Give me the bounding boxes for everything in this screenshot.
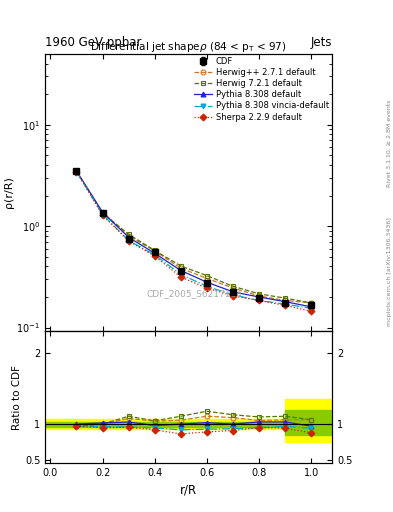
Pythia 8.308 default [204, 279, 209, 285]
Line: Herwig++ 2.7.1 default: Herwig++ 2.7.1 default [74, 169, 314, 305]
Text: Jets: Jets [310, 36, 332, 49]
Herwig 7.2.1 default [231, 283, 235, 289]
Herwig 7.2.1 default [152, 247, 157, 253]
Line: Pythia 8.308 default: Pythia 8.308 default [74, 168, 314, 309]
Pythia 8.308 vincia-default [309, 305, 314, 311]
Sherpa 2.2.9 default [309, 308, 314, 314]
Bar [45, 419, 332, 429]
Bar [285, 410, 332, 435]
Line: Pythia 8.308 vincia-default: Pythia 8.308 vincia-default [74, 169, 314, 311]
Title: Differential jet shape$\rho$ (84 < p$_{\rm T}$ < 97): Differential jet shape$\rho$ (84 < p$_{\… [90, 39, 287, 54]
Herwig 7.2.1 default [283, 295, 288, 301]
Line: Herwig 7.2.1 default: Herwig 7.2.1 default [74, 169, 314, 305]
Sherpa 2.2.9 default [204, 285, 209, 291]
Herwig++ 2.7.1 default [152, 248, 157, 254]
Sherpa 2.2.9 default [257, 297, 261, 304]
Pythia 8.308 vincia-default [257, 297, 261, 304]
Herwig 7.2.1 default [204, 272, 209, 279]
Herwig 7.2.1 default [178, 263, 183, 269]
Pythia 8.308 vincia-default [126, 238, 131, 244]
Sherpa 2.2.9 default [126, 238, 131, 244]
Pythia 8.308 vincia-default [178, 271, 183, 278]
Pythia 8.308 default [126, 234, 131, 241]
Herwig++ 2.7.1 default [74, 168, 79, 175]
Herwig++ 2.7.1 default [257, 293, 261, 299]
Y-axis label: ρ(r/R): ρ(r/R) [4, 177, 14, 208]
Pythia 8.308 default [152, 250, 157, 257]
Sherpa 2.2.9 default [231, 293, 235, 299]
Herwig 7.2.1 default [126, 231, 131, 238]
Pythia 8.308 default [100, 209, 105, 216]
Bar [45, 421, 332, 426]
Sherpa 2.2.9 default [178, 274, 183, 280]
Pythia 8.308 vincia-default [231, 292, 235, 298]
Herwig 7.2.1 default [74, 168, 79, 175]
Herwig++ 2.7.1 default [231, 285, 235, 291]
Pythia 8.308 default [178, 267, 183, 273]
Herwig 7.2.1 default [309, 300, 314, 306]
Text: Rivet 3.1.10, ≥ 2.8M events: Rivet 3.1.10, ≥ 2.8M events [387, 100, 392, 187]
Pythia 8.308 default [257, 294, 261, 300]
Herwig++ 2.7.1 default [100, 210, 105, 216]
Herwig 7.2.1 default [100, 210, 105, 216]
Herwig++ 2.7.1 default [283, 297, 288, 304]
Pythia 8.308 vincia-default [204, 283, 209, 289]
Sherpa 2.2.9 default [283, 303, 288, 309]
Herwig++ 2.7.1 default [204, 275, 209, 282]
Sherpa 2.2.9 default [74, 168, 79, 175]
Herwig 7.2.1 default [257, 291, 261, 297]
Sherpa 2.2.9 default [100, 212, 105, 218]
Pythia 8.308 vincia-default [283, 301, 288, 307]
Pythia 8.308 default [309, 304, 314, 310]
Pythia 8.308 default [231, 289, 235, 295]
Y-axis label: Ratio to CDF: Ratio to CDF [12, 365, 22, 430]
Pythia 8.308 default [283, 298, 288, 305]
Text: mcplots.cern.ch [arXiv:1306.3436]: mcplots.cern.ch [arXiv:1306.3436] [387, 217, 392, 326]
Pythia 8.308 default [74, 168, 79, 174]
Line: Sherpa 2.2.9 default: Sherpa 2.2.9 default [74, 169, 314, 314]
Legend: CDF, Herwig++ 2.7.1 default, Herwig 7.2.1 default, Pythia 8.308 default, Pythia : CDF, Herwig++ 2.7.1 default, Herwig 7.2.… [193, 56, 330, 122]
X-axis label: r/R: r/R [180, 484, 197, 497]
Pythia 8.308 vincia-default [152, 252, 157, 258]
Pythia 8.308 vincia-default [74, 168, 79, 175]
Herwig++ 2.7.1 default [126, 233, 131, 239]
Pythia 8.308 vincia-default [100, 211, 105, 218]
Bar [285, 399, 332, 442]
Sherpa 2.2.9 default [152, 253, 157, 259]
Herwig++ 2.7.1 default [309, 300, 314, 306]
Text: 1960 GeV ppbar: 1960 GeV ppbar [45, 36, 142, 49]
Herwig++ 2.7.1 default [178, 265, 183, 271]
Text: CDF_2005_S6217184: CDF_2005_S6217184 [147, 289, 242, 298]
